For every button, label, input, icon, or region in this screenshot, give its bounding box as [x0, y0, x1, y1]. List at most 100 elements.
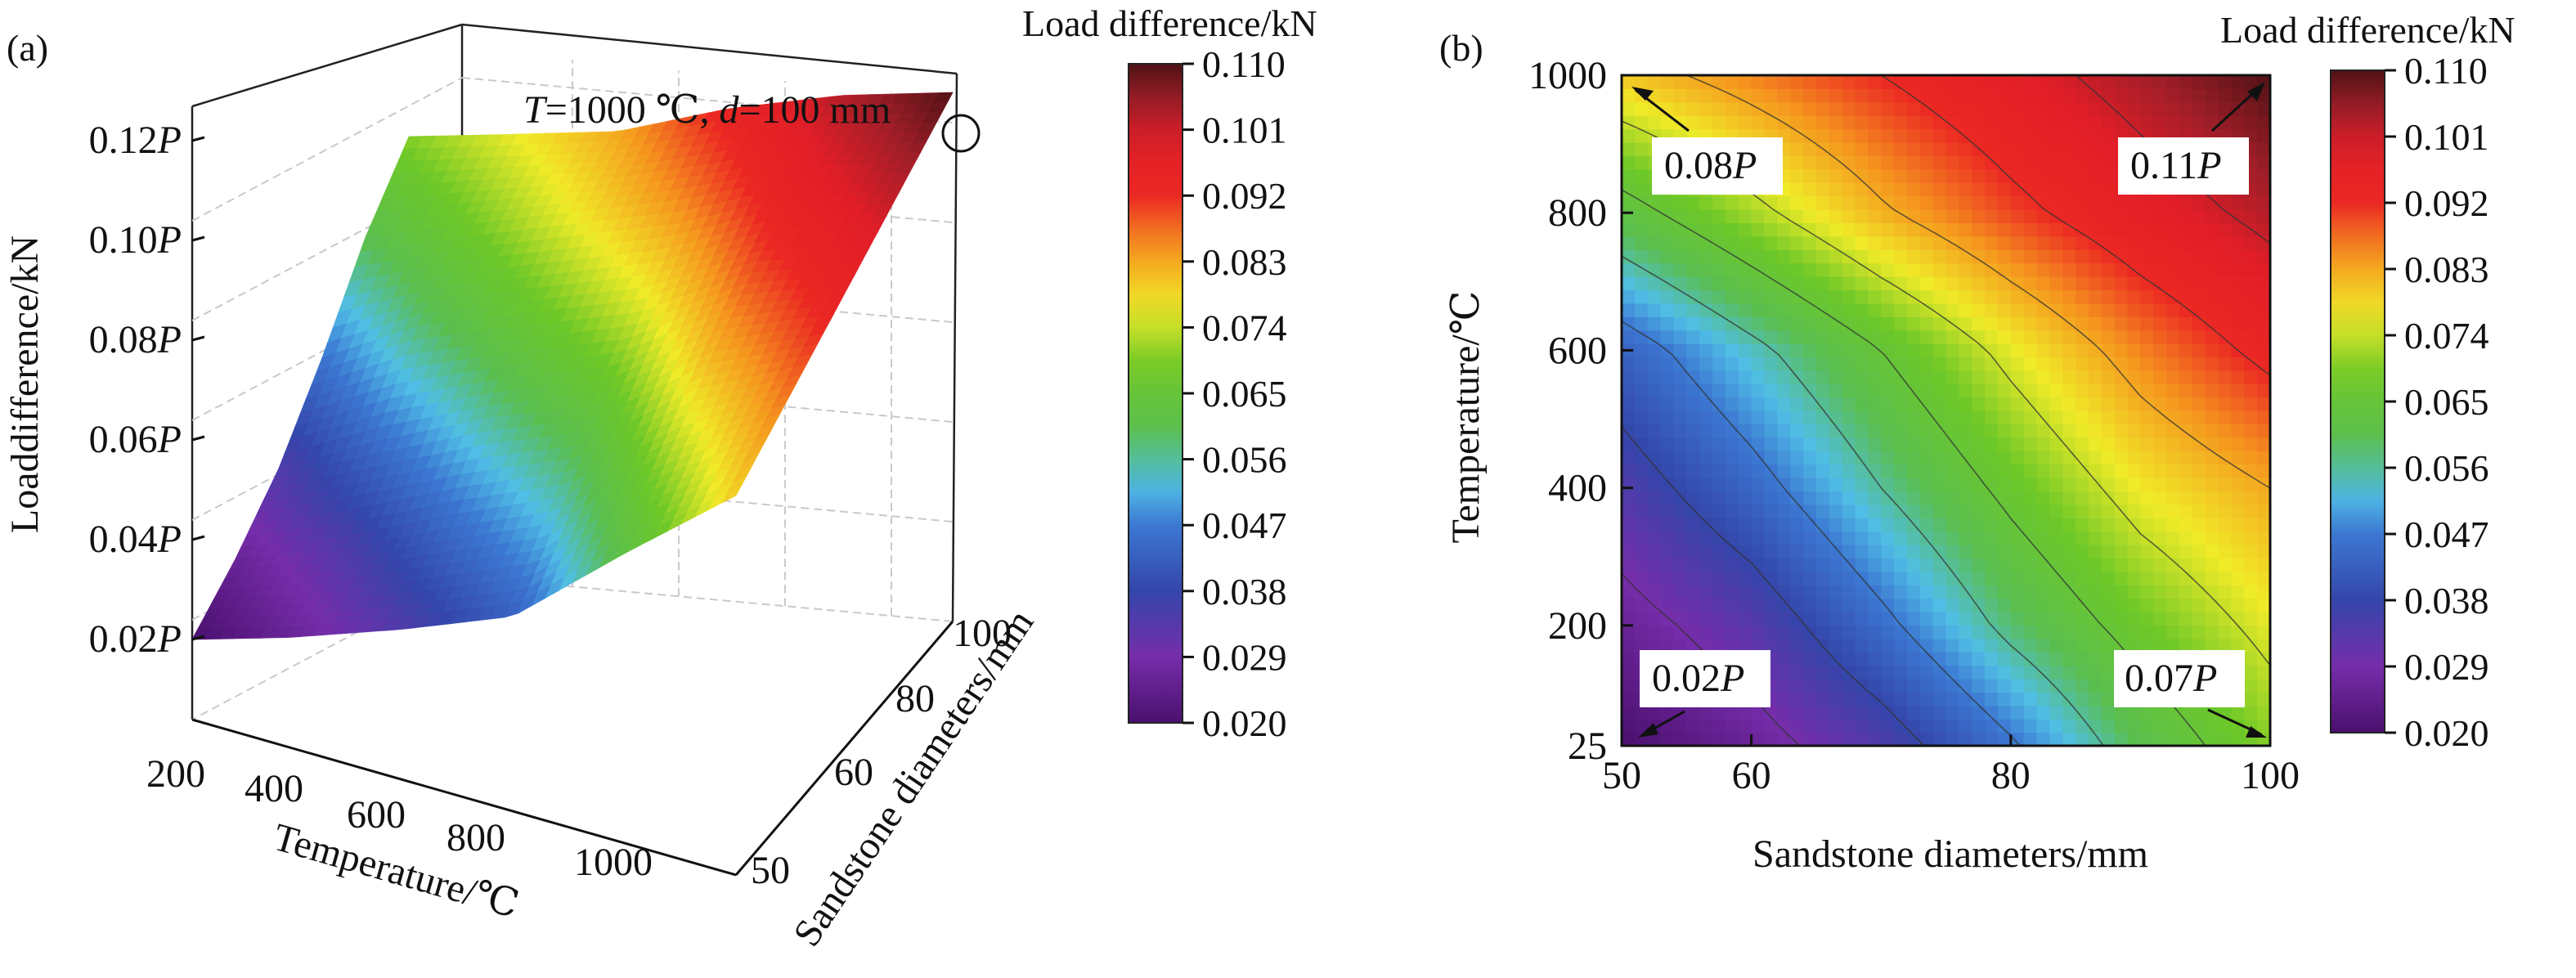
heatmap-cell	[2010, 705, 2025, 720]
heatmap-cell	[2036, 638, 2050, 653]
heatmap-cell	[2101, 638, 2116, 653]
heatmap-cell	[2088, 195, 2103, 210]
heatmap-cell	[1868, 155, 1882, 170]
heatmap-cell	[2205, 262, 2219, 277]
heatmap-cell	[1790, 732, 1804, 746]
heatmap-cell	[1738, 249, 1752, 264]
heatmap-cell	[1815, 249, 1830, 264]
heatmap-cell	[1985, 155, 1999, 170]
heatmap-cell	[1738, 75, 1752, 89]
heatmap-cell	[2127, 531, 2141, 545]
heatmap-cell	[1647, 370, 1662, 384]
heatmap-cell	[1751, 491, 1766, 505]
heatmap-cell	[2179, 88, 2193, 103]
heatmap-cell	[2127, 289, 2141, 304]
heatmap-cell	[2179, 209, 2193, 223]
heatmap-cell	[2114, 249, 2129, 264]
heatmap-cell	[2218, 504, 2233, 518]
heatmap-cell	[2179, 598, 2193, 612]
heatmap-cell	[1959, 451, 1972, 465]
heatmap-cell	[1673, 316, 1687, 331]
heatmap-cell	[2088, 249, 2103, 264]
heatmap-cell	[1634, 638, 1649, 653]
heatmap-cell	[1764, 236, 1778, 250]
heatmap-cell	[1972, 236, 1986, 250]
heatmap-cell	[1764, 88, 1778, 103]
heatmap-cell	[2076, 384, 2089, 398]
callout-arrowhead-3	[2246, 726, 2267, 738]
z-tick-label-1: 0.04P	[89, 518, 182, 561]
heatmap-cell	[2153, 424, 2167, 438]
heatmap-cell	[2140, 612, 2154, 626]
heatmap-cell	[1959, 598, 1972, 612]
heatmap-cell	[2101, 679, 2116, 693]
heatmap-cell	[1803, 612, 1817, 626]
heatmap-cell	[1894, 115, 1908, 130]
heatmap-cell	[2076, 585, 2089, 599]
heatmap-cell	[1997, 424, 2012, 438]
heatmap-cell	[1673, 732, 1687, 746]
heatmap-cell	[1815, 705, 1830, 720]
heatmap-cell	[2076, 464, 2089, 478]
heatmap-cell	[2088, 558, 2103, 572]
heatmap-cell	[1972, 478, 1986, 491]
heatmap-cell	[1919, 625, 1934, 639]
heatmap-cell	[1842, 357, 1856, 371]
heatmap-cell	[2088, 625, 2103, 639]
heatmap-cell	[1997, 638, 2012, 653]
heatmap-cell	[2205, 424, 2219, 438]
heatmap-cell	[2140, 115, 2154, 130]
heatmap-cell	[1868, 491, 1882, 505]
heatmap-cell	[1972, 585, 1986, 599]
heatmap-cell	[1881, 478, 1895, 491]
heatmap-cell	[1959, 638, 1972, 653]
heatmap-cell	[2076, 370, 2089, 384]
heatmap-cell	[1634, 598, 1649, 612]
heatmap-cell	[2192, 585, 2206, 599]
heatmap-cell	[1647, 518, 1662, 532]
heatmap-cell	[1622, 598, 1636, 612]
heatmap-cell	[2049, 558, 2063, 572]
heatmap-cell	[2231, 370, 2245, 384]
heatmap-cell	[1932, 262, 1947, 277]
heatmap-cell	[1712, 249, 1726, 264]
heatmap-cell	[2218, 558, 2233, 572]
heatmap-cell	[2049, 437, 2063, 451]
heatmap-cell	[1815, 357, 1830, 371]
heatmap-cell	[2010, 732, 2025, 746]
heatmap-cell	[1699, 316, 1713, 331]
heatmap-cell	[1803, 585, 1817, 599]
heatmap-cell	[2062, 155, 2076, 170]
heatmap-cell	[1725, 209, 1739, 223]
heatmap-cell	[1673, 638, 1687, 653]
heatmap-cell	[1673, 397, 1687, 411]
heatmap-cell	[1868, 545, 1882, 559]
heatmap-cell	[1790, 478, 1804, 491]
heatmap-cell	[1868, 303, 1882, 317]
heatmap-cell	[2023, 679, 2038, 693]
heatmap-cell	[1725, 303, 1739, 317]
heatmap-cell	[1945, 343, 1959, 357]
heatmap-cell	[1894, 75, 1908, 89]
heatmap-cell	[1894, 598, 1908, 612]
heatmap-cell	[2114, 545, 2129, 559]
heatmap-cell	[1985, 115, 1999, 130]
heatmap-cell	[1959, 303, 1972, 317]
heatmap-cell	[2088, 370, 2103, 384]
heatmap-cell	[1919, 652, 1934, 666]
heatmap-cell	[2166, 343, 2180, 357]
heatmap-cell	[1712, 625, 1726, 639]
heatmap-cell	[2205, 410, 2219, 424]
heatmap-cell	[2076, 531, 2089, 545]
heatmap-cell	[1945, 598, 1959, 612]
heatmap-cell	[1790, 155, 1804, 170]
heatmap-cell	[2166, 384, 2180, 398]
heatmap-cell	[1686, 719, 1700, 734]
heatmap-cell	[1634, 518, 1649, 532]
heatmap-cell	[2023, 384, 2038, 398]
heatmap-cell	[1634, 222, 1649, 237]
heatmap-cell	[1959, 397, 1972, 411]
heatmap-cell	[1738, 370, 1752, 384]
heatmap-cell	[2140, 289, 2154, 304]
heatmap-cell	[2023, 692, 2038, 707]
